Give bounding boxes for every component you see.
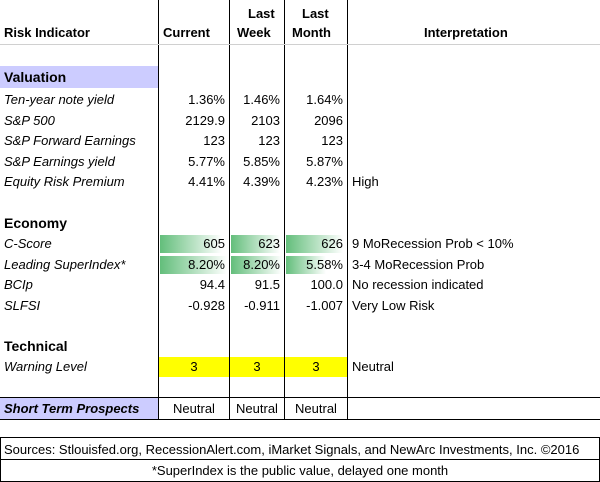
footer-sources: Sources: Stlouisfed.org, RecessionAlert.… bbox=[4, 442, 580, 457]
last-week-value: -0.911 bbox=[244, 297, 280, 313]
grid-line bbox=[229, 0, 230, 420]
header-risk-indicator: Risk Indicator bbox=[4, 25, 90, 40]
current-value: 94.4 bbox=[199, 277, 225, 292]
last-month-value: 1.64% bbox=[306, 92, 343, 107]
last-week-value: 8.20% bbox=[243, 256, 280, 272]
grid-line bbox=[158, 0, 159, 420]
current-value: -0.928 bbox=[188, 297, 225, 313]
last-month-value: 3 bbox=[312, 359, 320, 374]
grid-line bbox=[0, 437, 600, 438]
grid-line bbox=[0, 397, 600, 398]
highlight-cell bbox=[230, 357, 284, 377]
current-value: 605 bbox=[203, 236, 225, 251]
header-last-month-line2: Month bbox=[292, 25, 331, 40]
prospects-month: Neutral bbox=[295, 401, 337, 416]
data-bar bbox=[160, 235, 222, 253]
prospects-label-bg bbox=[0, 398, 158, 419]
data-bar bbox=[231, 255, 282, 274]
data-bar bbox=[231, 235, 280, 253]
grid-line bbox=[0, 44, 600, 45]
last-month-value: 100.0 bbox=[310, 277, 343, 292]
highlight-cell bbox=[285, 357, 347, 377]
last-month-value: 5.58% bbox=[306, 256, 343, 272]
interpretation-text: Very Low Risk bbox=[352, 297, 435, 313]
last-week-value: 623 bbox=[258, 236, 280, 251]
interpretation-text: Neutral bbox=[352, 359, 394, 374]
interpretation-text: 3-4 MoRecession Prob bbox=[352, 256, 485, 272]
footer-note: *SuperIndex is the public value, delayed… bbox=[151, 463, 449, 478]
current-value: 3 bbox=[190, 359, 198, 374]
prospects-current: Neutral bbox=[173, 401, 215, 416]
grid-line bbox=[0, 437, 1, 482]
grid-line bbox=[284, 0, 285, 420]
header-last-week-line2: Week bbox=[237, 25, 271, 40]
technical-title: Technical bbox=[4, 338, 68, 354]
header-last-month-line1: Last bbox=[302, 6, 329, 21]
valuation-title: Valuation bbox=[4, 69, 67, 85]
current-value: 1.36% bbox=[188, 92, 225, 107]
current-value: 8.20% bbox=[188, 256, 225, 272]
row-label: Ten-year note yield bbox=[4, 92, 115, 107]
last-week-value: 91.5 bbox=[254, 277, 280, 292]
current-value: 4.41% bbox=[188, 174, 225, 189]
valuation-section-bg bbox=[0, 66, 158, 88]
row-label: C-Score bbox=[4, 236, 52, 251]
prospects-label: Short Term Prospects bbox=[4, 401, 140, 416]
grid-line bbox=[0, 419, 600, 420]
data-bar bbox=[286, 255, 326, 274]
data-bar bbox=[286, 235, 343, 253]
current-value: 5.77% bbox=[188, 153, 225, 169]
row-label: SLFSI bbox=[4, 297, 41, 313]
last-month-value: 123 bbox=[321, 133, 343, 148]
last-month-value: 4.23% bbox=[306, 174, 343, 189]
last-month-value: 2096 bbox=[314, 112, 343, 128]
interpretation-text: High bbox=[352, 174, 379, 189]
last-week-value: 123 bbox=[258, 133, 280, 148]
last-week-value: 2103 bbox=[251, 112, 280, 128]
last-week-value: 1.46% bbox=[243, 92, 280, 107]
row-label: S&P Forward Earnings bbox=[4, 133, 136, 148]
header-last-week-line1: Last bbox=[248, 6, 275, 21]
header-current: Current bbox=[163, 25, 210, 40]
row-label: S&P 500 bbox=[4, 112, 55, 128]
last-week-value: 3 bbox=[253, 359, 261, 374]
highlight-cell bbox=[159, 357, 229, 377]
last-month-value: 5.87% bbox=[306, 153, 343, 169]
row-label: BCIp bbox=[4, 277, 33, 292]
header-interpretation: Interpretation bbox=[424, 25, 508, 40]
prospects-week: Neutral bbox=[236, 401, 278, 416]
grid-line bbox=[347, 0, 348, 420]
grid-line bbox=[0, 459, 600, 460]
row-label: S&P Earnings yield bbox=[4, 153, 115, 169]
last-month-value: 626 bbox=[321, 236, 343, 251]
economy-title: Economy bbox=[4, 215, 68, 231]
row-label: Leading SuperIndex* bbox=[4, 256, 126, 272]
data-bar bbox=[160, 255, 227, 274]
row-label: Equity Risk Premium bbox=[4, 174, 125, 189]
interpretation-text: No recession indicated bbox=[352, 277, 484, 292]
last-week-value: 5.85% bbox=[243, 153, 280, 169]
last-week-value: 4.39% bbox=[243, 174, 280, 189]
current-value: 2129.9 bbox=[185, 112, 225, 128]
current-value: 123 bbox=[203, 133, 225, 148]
last-month-value: -1.007 bbox=[306, 297, 343, 313]
row-label: Warning Level bbox=[4, 359, 87, 374]
interpretation-text: 9 MoRecession Prob < 10% bbox=[352, 236, 514, 251]
